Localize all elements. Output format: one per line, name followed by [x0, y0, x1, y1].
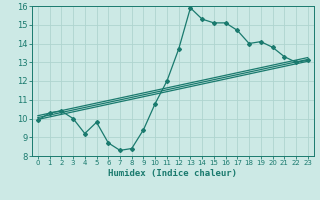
X-axis label: Humidex (Indice chaleur): Humidex (Indice chaleur) — [108, 169, 237, 178]
